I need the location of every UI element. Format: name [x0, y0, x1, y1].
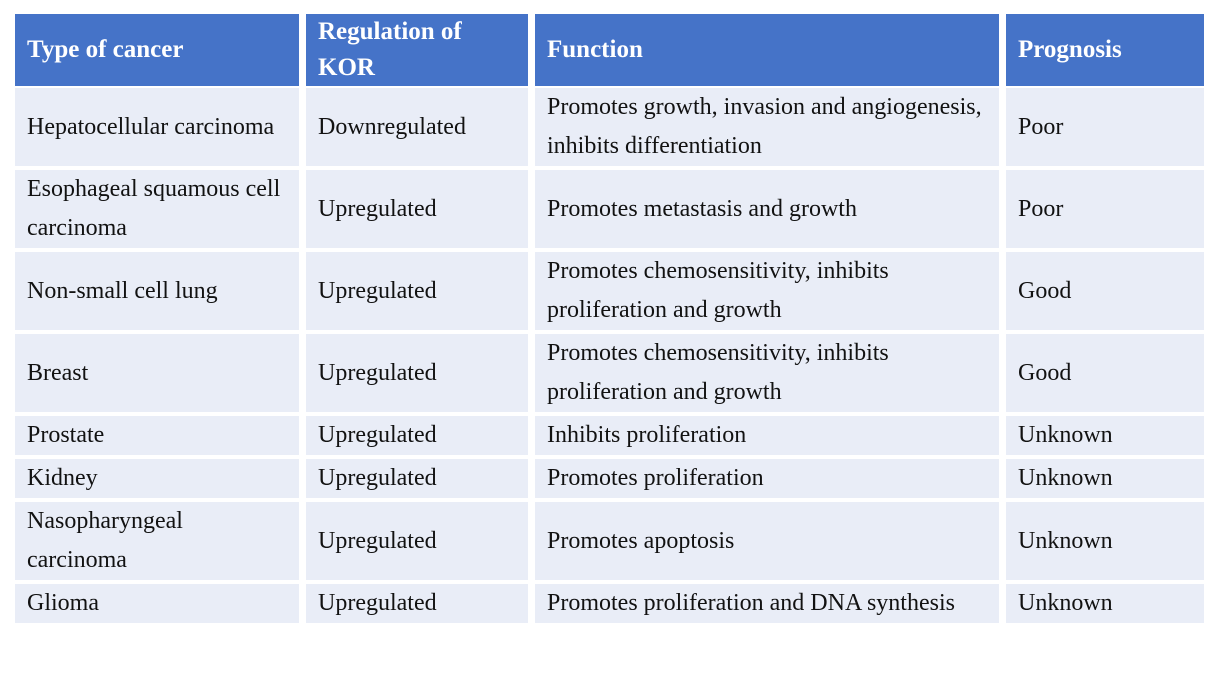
- cell-prognosis: Good: [1006, 334, 1204, 416]
- cell-prognosis: Unknown: [1006, 502, 1204, 584]
- cell-prognosis: Poor: [1006, 88, 1204, 170]
- table-body: Hepatocellular carcinoma Downregulated P…: [15, 88, 1204, 623]
- cell-type-of-cancer: Nasopharyngeal carcinoma: [15, 502, 306, 584]
- cell-regulation: Upregulated: [306, 416, 535, 459]
- cell-regulation: Upregulated: [306, 334, 535, 416]
- cell-type-of-cancer: Non-small cell lung: [15, 252, 306, 334]
- column-header-function: Function: [535, 14, 1006, 88]
- cell-prognosis: Unknown: [1006, 416, 1204, 459]
- table-row-breast: Breast Upregulated Promotes chemosensiti…: [15, 334, 1204, 416]
- cell-function: Promotes chemosensitivity, inhibits prol…: [535, 334, 1006, 416]
- cell-type-of-cancer: Prostate: [15, 416, 306, 459]
- table-row-non-small-cell-lung: Non-small cell lung Upregulated Promotes…: [15, 252, 1204, 334]
- cell-regulation: Upregulated: [306, 584, 535, 623]
- cell-regulation: Upregulated: [306, 170, 535, 252]
- table-row-esophageal-squamous-cell-carcinoma: Esophageal squamous cell carcinoma Upreg…: [15, 170, 1204, 252]
- kor-cancer-table: Type of cancer Regulation of KOR Functio…: [15, 14, 1204, 623]
- table-row-nasopharyngeal-carcinoma: Nasopharyngeal carcinoma Upregulated Pro…: [15, 502, 1204, 584]
- cell-function: Inhibits proliferation: [535, 416, 1006, 459]
- cell-function: Promotes metastasis and growth: [535, 170, 1006, 252]
- table-row-prostate: Prostate Upregulated Inhibits proliferat…: [15, 416, 1204, 459]
- cell-function: Promotes growth, invasion and angiogenes…: [535, 88, 1006, 170]
- cell-regulation: Downregulated: [306, 88, 535, 170]
- column-header-prognosis: Prognosis: [1006, 14, 1204, 88]
- cell-function: Promotes apoptosis: [535, 502, 1006, 584]
- cell-prognosis: Unknown: [1006, 584, 1204, 623]
- table-row-hepatocellular-carcinoma: Hepatocellular carcinoma Downregulated P…: [15, 88, 1204, 170]
- cell-prognosis: Good: [1006, 252, 1204, 334]
- cell-type-of-cancer: Breast: [15, 334, 306, 416]
- cell-function: Promotes proliferation and DNA synthesis: [535, 584, 1006, 623]
- table-row-kidney: Kidney Upregulated Promotes proliferatio…: [15, 459, 1204, 502]
- table-header: Type of cancer Regulation of KOR Functio…: [15, 14, 1204, 88]
- cell-function: Promotes proliferation: [535, 459, 1006, 502]
- header-row: Type of cancer Regulation of KOR Functio…: [15, 14, 1204, 88]
- column-header-regulation-of-kor: Regulation of KOR: [306, 14, 535, 88]
- table-row-glioma: Glioma Upregulated Promotes proliferatio…: [15, 584, 1204, 623]
- cell-type-of-cancer: Hepatocellular carcinoma: [15, 88, 306, 170]
- cell-prognosis: Unknown: [1006, 459, 1204, 502]
- cell-regulation: Upregulated: [306, 502, 535, 584]
- cell-regulation: Upregulated: [306, 459, 535, 502]
- column-header-type-of-cancer: Type of cancer: [15, 14, 306, 88]
- cell-function: Promotes chemosensitivity, inhibits prol…: [535, 252, 1006, 334]
- cell-type-of-cancer: Esophageal squamous cell carcinoma: [15, 170, 306, 252]
- cell-type-of-cancer: Kidney: [15, 459, 306, 502]
- cell-regulation: Upregulated: [306, 252, 535, 334]
- cell-type-of-cancer: Glioma: [15, 584, 306, 623]
- cell-prognosis: Poor: [1006, 170, 1204, 252]
